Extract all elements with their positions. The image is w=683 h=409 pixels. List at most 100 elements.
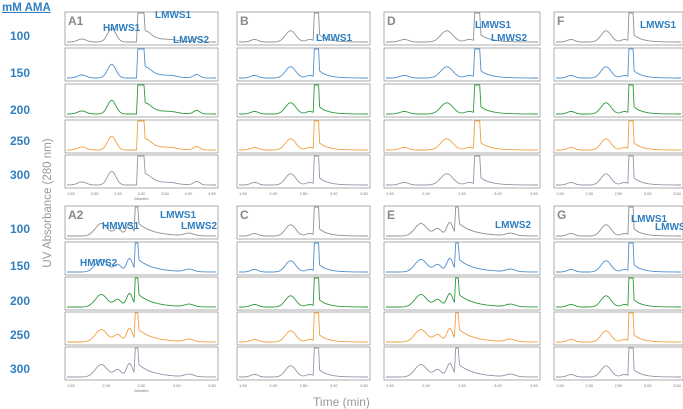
- x-tick-label: 3.50: [208, 383, 217, 388]
- trace-frame: [64, 83, 219, 118]
- peak-label: HMWS1: [102, 221, 140, 232]
- x-tick-label: 1.50: [239, 191, 248, 196]
- panel-letter: G: [557, 208, 566, 222]
- trace-line: [386, 312, 538, 343]
- concentration-label: 300: [10, 168, 31, 182]
- trace-frame: [236, 83, 371, 118]
- trace-line: [67, 347, 216, 378]
- trace-line: [386, 12, 538, 43]
- trace-frame: [236, 276, 371, 311]
- x-tick-label: 2.00: [585, 383, 594, 388]
- concentration-label: 150: [10, 66, 31, 80]
- peak-label: LMWS1: [160, 210, 197, 221]
- header-label: mM AMA: [2, 2, 51, 14]
- x-tick-label: 3.00: [330, 383, 339, 388]
- concentration-label: 200: [10, 294, 31, 308]
- trace-frame: [64, 346, 219, 381]
- x-tick-label: 3.00: [138, 191, 147, 196]
- trace-frame: [383, 241, 541, 276]
- trace-line: [67, 277, 216, 308]
- trace-line: [239, 155, 368, 186]
- panel-e: E LMWS2 1.50 2.00 2.50 3.00 3.50: [383, 205, 541, 388]
- x-tick-label: 1.50: [67, 191, 76, 196]
- x-tick-label: 3.00: [173, 383, 182, 388]
- peak-label: LMWS1: [155, 10, 192, 21]
- x-tick-label: 1.50: [67, 383, 76, 388]
- x-axis-label: Time (min): [313, 395, 370, 409]
- peak-label: LMWS2: [491, 33, 528, 44]
- x-tick-label: 2.50: [300, 191, 309, 196]
- x-tick-label: 3.50: [530, 191, 539, 196]
- trace-frame: [383, 276, 541, 311]
- peak-label: LMWS1: [631, 214, 668, 225]
- concentration-label: 100: [10, 222, 31, 236]
- trace-frame: [236, 154, 371, 189]
- trace-line: [386, 347, 538, 378]
- trace-line: [67, 48, 216, 79]
- x-tick-label: 2.50: [615, 191, 624, 196]
- x-tick-label: 2.00: [269, 383, 278, 388]
- trace-frame: [383, 154, 541, 189]
- concentration-label: 300: [10, 362, 31, 376]
- trace-line: [67, 12, 216, 43]
- trace-line: [556, 312, 681, 343]
- peak-label: LMWS2: [655, 222, 683, 233]
- panel-d: D LMWS1 LMWS2 1.50 2.00 2.50 3.00 3.50: [383, 11, 541, 196]
- trace-frame: [236, 241, 371, 276]
- x-tick-label: 3.50: [360, 191, 369, 196]
- trace-line: [556, 277, 681, 308]
- trace-frame: [553, 154, 683, 189]
- trace-frame: [236, 205, 371, 240]
- trace-frame: [553, 47, 683, 82]
- x-tick-label: 1.50: [239, 383, 248, 388]
- x-tick-unit: Minutes: [134, 196, 148, 201]
- trace-frame: [236, 11, 371, 46]
- x-tick-label: 2.00: [422, 191, 431, 196]
- trace-frame: [553, 205, 683, 240]
- trace-frame: [553, 276, 683, 311]
- trace-frame: [383, 346, 541, 381]
- panel-letter: F: [557, 14, 564, 28]
- trace-frame: [553, 83, 683, 118]
- trace-frame: [64, 276, 219, 311]
- trace-frame: [236, 346, 371, 381]
- peak-label: HMWS2: [80, 258, 118, 269]
- trace-line: [386, 84, 538, 115]
- x-tick-label: 1.50: [386, 383, 395, 388]
- trace-line: [239, 242, 368, 273]
- trace-frame: [236, 311, 371, 346]
- panel-letter: D: [387, 14, 396, 28]
- trace-line: [67, 206, 216, 237]
- x-tick-label: 3.50: [673, 191, 682, 196]
- trace-line: [386, 242, 538, 273]
- trace-frame: [236, 47, 371, 82]
- trace-line: [556, 120, 681, 151]
- trace-line: [239, 48, 368, 79]
- concentration-label: 150: [10, 259, 31, 273]
- panel-b: B LMWS1 1.50 2.00 2.50 3.00 3.50: [236, 11, 371, 196]
- trace-frame: [236, 119, 371, 154]
- panel-letter: A2: [68, 208, 84, 222]
- trace-frame: [383, 311, 541, 346]
- trace-frame: [383, 119, 541, 154]
- trace-frame: [553, 346, 683, 381]
- x-tick-label: 3.50: [673, 383, 682, 388]
- x-tick-label: 3.50: [161, 191, 170, 196]
- x-tick-label: 2.50: [615, 383, 624, 388]
- panel-a1: A1 HMWS1 LMWS1 LMWS2 1.50 2.00 2.50 3.00 3.50 4.0…: [64, 10, 219, 201]
- panel-letter: C: [240, 208, 249, 222]
- x-tick-label: 2.50: [138, 383, 147, 388]
- x-tick-label: 3.00: [644, 191, 653, 196]
- trace-frame: [64, 47, 219, 82]
- trace-frame: [64, 154, 219, 189]
- x-tick-label: 1.50: [386, 191, 395, 196]
- concentration-label: 250: [10, 134, 31, 148]
- peak-label: LMWS2: [495, 220, 532, 231]
- trace-frame: [64, 119, 219, 154]
- trace-frame: [383, 11, 541, 46]
- trace-line: [386, 48, 538, 79]
- panel-letter: A1: [68, 14, 84, 28]
- trace-frame: [64, 11, 219, 46]
